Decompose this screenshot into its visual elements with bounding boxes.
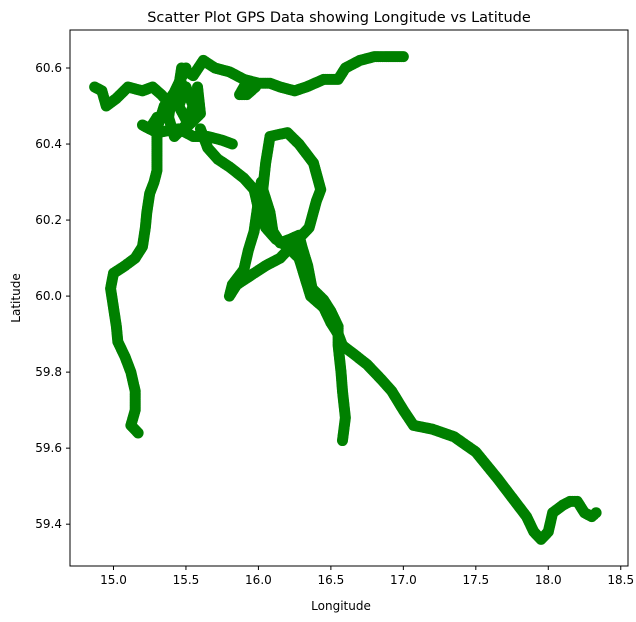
- y-tick-label: 60.4: [35, 137, 62, 151]
- plot-frame: [69, 29, 629, 567]
- x-tick-label: 16.0: [245, 573, 272, 587]
- x-tick-label: 17.5: [462, 573, 489, 587]
- scatter-point: [132, 427, 144, 439]
- scatter-series: [223, 127, 351, 447]
- y-tick-label: 59.4: [35, 517, 62, 531]
- scatter-point: [192, 81, 204, 93]
- x-tick-label: 17.0: [390, 573, 417, 587]
- x-tick-label: 15.0: [100, 573, 127, 587]
- axis-ticks: 15.0 15.5 16.0 16.5 17.0 17.5 18.0 18.5 59.4 59.6…: [35, 61, 634, 587]
- scatter-point: [397, 51, 409, 63]
- x-tick-label: 18.5: [607, 573, 634, 587]
- scatter-point: [250, 81, 262, 93]
- scatter-series: [234, 77, 262, 101]
- y-tick-label: 59.8: [35, 365, 62, 379]
- scatter-series: [105, 77, 188, 439]
- x-tick-label: 15.5: [173, 573, 200, 587]
- scatter-point: [590, 507, 602, 519]
- y-tick-label: 59.6: [35, 441, 62, 455]
- x-tick-label: 16.5: [318, 573, 345, 587]
- y-tick-label: 60.0: [35, 289, 62, 303]
- y-axis-label: Latitude: [9, 273, 23, 322]
- x-tick-label: 18.0: [535, 573, 562, 587]
- scatter-series: [194, 123, 602, 545]
- y-tick-label: 60.6: [35, 61, 62, 75]
- scatter-point: [226, 138, 238, 150]
- x-axis-label: Longitude: [311, 599, 371, 613]
- chart-title: Scatter Plot GPS Data showing Longitude …: [147, 10, 531, 26]
- y-tick-label: 60.2: [35, 213, 62, 227]
- plot-area: [89, 51, 602, 545]
- scatter-point: [255, 176, 267, 188]
